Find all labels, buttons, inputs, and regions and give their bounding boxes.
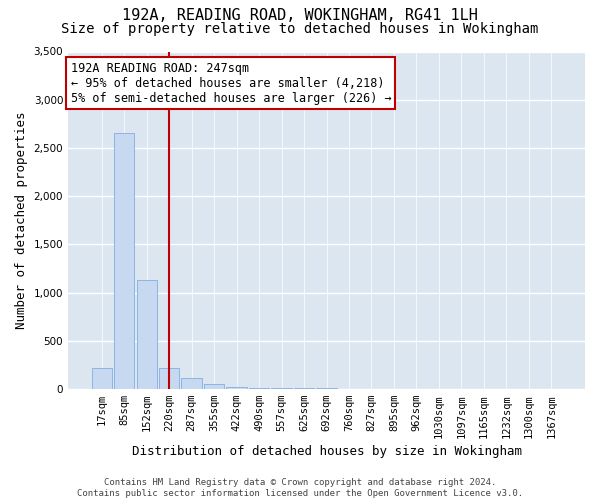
Bar — [137, 280, 157, 389]
Bar — [114, 134, 134, 389]
Bar — [92, 368, 112, 389]
Text: Size of property relative to detached houses in Wokingham: Size of property relative to detached ho… — [61, 22, 539, 36]
X-axis label: Distribution of detached houses by size in Wokingham: Distribution of detached houses by size … — [131, 444, 521, 458]
Bar — [159, 368, 179, 389]
Bar — [204, 384, 224, 389]
Text: Contains HM Land Registry data © Crown copyright and database right 2024.
Contai: Contains HM Land Registry data © Crown c… — [77, 478, 523, 498]
Text: 192A, READING ROAD, WOKINGHAM, RG41 1LH: 192A, READING ROAD, WOKINGHAM, RG41 1LH — [122, 8, 478, 22]
Y-axis label: Number of detached properties: Number of detached properties — [15, 112, 28, 329]
Bar — [294, 388, 314, 389]
Bar — [226, 387, 247, 389]
Bar — [271, 388, 292, 389]
Bar — [249, 388, 269, 389]
Text: 192A READING ROAD: 247sqm
← 95% of detached houses are smaller (4,218)
5% of sem: 192A READING ROAD: 247sqm ← 95% of detac… — [71, 62, 391, 104]
Bar — [181, 378, 202, 389]
